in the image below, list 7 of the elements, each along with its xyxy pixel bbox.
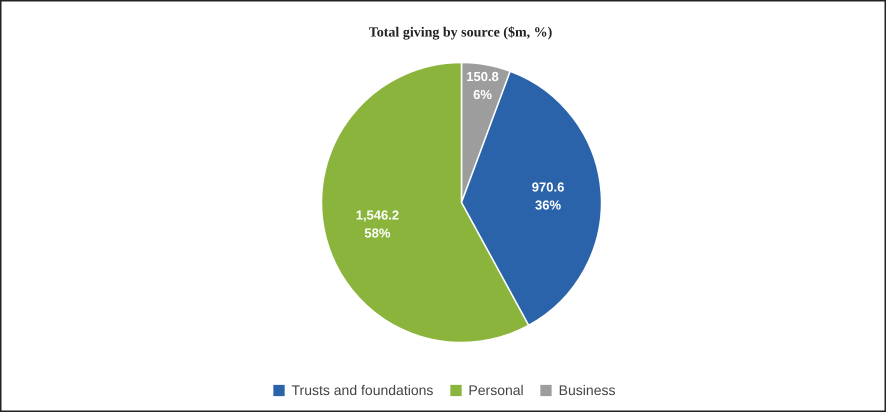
legend-label: Trusts and foundations xyxy=(292,382,434,398)
data-label: 970.6 36% xyxy=(532,180,564,213)
legend-label: Personal xyxy=(468,382,524,398)
data-label: 150.8 6% xyxy=(466,68,499,102)
legend-label: Business xyxy=(558,382,616,398)
chart-title: Total giving by source ($m, %) xyxy=(368,26,553,40)
data-label: 1,546.2 58% xyxy=(356,207,400,240)
